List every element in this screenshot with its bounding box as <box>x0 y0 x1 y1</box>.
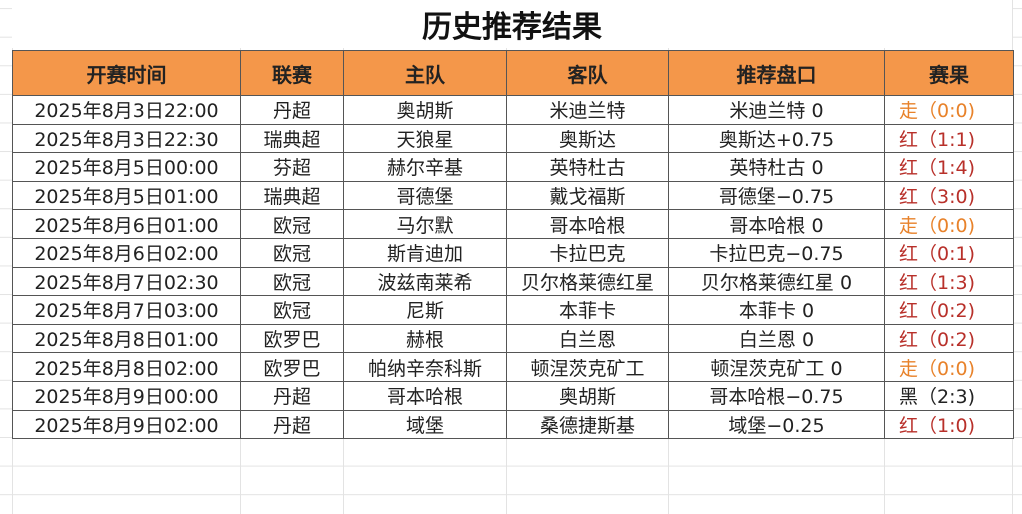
table-row: 2025年8月8日02:00 欧罗巴 帕纳辛奈科斯 顿涅茨克矿工 顿涅茨克矿工 0 走（0… <box>12 352 1014 382</box>
cell-league[interactable]: 瑞典超 <box>240 180 344 211</box>
cell-home[interactable]: 域堡 <box>343 409 507 440</box>
cell-home[interactable]: 哥本哈根 <box>343 380 507 411</box>
cell-league[interactable]: 丹超 <box>240 409 344 440</box>
cell-home[interactable]: 尼斯 <box>343 295 507 325</box>
header-result[interactable]: 赛果 <box>884 50 1014 96</box>
table-row: 2025年8月7日03:00 欧冠 尼斯 本菲卡 本菲卡 0 红（0:2) <box>12 295 1014 325</box>
cell-time[interactable]: 2025年8月6日01:00 <box>12 209 241 239</box>
cell-home[interactable]: 赫尔辛基 <box>343 152 507 182</box>
cell-time[interactable]: 2025年8月3日22:30 <box>12 123 241 154</box>
cell-time[interactable]: 2025年8月9日00:00 <box>12 380 241 411</box>
cell-time[interactable]: 2025年8月8日01:00 <box>12 323 241 354</box>
table-row: 2025年8月3日22:00 丹超 奥胡斯 米迪兰特 米迪兰特 0 走（0:0) <box>12 95 1014 125</box>
cell-league[interactable]: 丹超 <box>240 95 344 125</box>
header-home[interactable]: 主队 <box>343 50 507 96</box>
cell-home[interactable]: 天狼星 <box>343 123 507 154</box>
cell-away[interactable]: 戴戈福斯 <box>506 180 669 211</box>
cell-pick[interactable]: 贝尔格莱德红星 0 <box>668 266 885 297</box>
cell-result[interactable]: 走（0:0) <box>884 352 1014 382</box>
cell-league[interactable]: 欧罗巴 <box>240 323 344 354</box>
cell-pick[interactable]: 域堡−0.25 <box>668 409 885 440</box>
table-row: 2025年8月6日02:00 欧冠 斯肯迪加 卡拉巴克 卡拉巴克−0.75 红（0:1) <box>12 237 1014 268</box>
cell-away[interactable]: 哥本哈根 <box>506 209 669 239</box>
table-row: 2025年8月8日01:00 欧罗巴 赫根 白兰恩 白兰恩 0 红（0:2) <box>12 323 1014 354</box>
cell-away[interactable]: 白兰恩 <box>506 323 669 354</box>
cell-result[interactable]: 红（1:4) <box>884 152 1014 182</box>
cell-league[interactable]: 欧冠 <box>240 237 344 268</box>
table-row: 2025年8月5日01:00 瑞典超 哥德堡 戴戈福斯 哥德堡−0.75 红（3:0) <box>12 180 1014 211</box>
cell-away[interactable]: 英特杜古 <box>506 152 669 182</box>
cell-time[interactable]: 2025年8月8日02:00 <box>12 352 241 382</box>
cell-home[interactable]: 斯肯迪加 <box>343 237 507 268</box>
cell-pick[interactable]: 英特杜古 0 <box>668 152 885 182</box>
cell-league[interactable]: 丹超 <box>240 380 344 411</box>
cell-result[interactable]: 红（1:1) <box>884 123 1014 154</box>
cell-pick[interactable]: 白兰恩 0 <box>668 323 885 354</box>
cell-time[interactable]: 2025年8月5日01:00 <box>12 180 241 211</box>
cell-pick[interactable]: 本菲卡 0 <box>668 295 885 325</box>
cell-pick[interactable]: 米迪兰特 0 <box>668 95 885 125</box>
cell-home[interactable]: 哥德堡 <box>343 180 507 211</box>
cell-home[interactable]: 赫根 <box>343 323 507 354</box>
table-row: 2025年8月3日22:30 瑞典超 天狼星 奥斯达 奥斯达+0.75 红（1:1) <box>12 123 1014 154</box>
cell-result[interactable]: 红（0:2) <box>884 323 1014 354</box>
sheet-title[interactable]: 历史推荐结果 <box>12 0 1012 48</box>
cell-league[interactable]: 瑞典超 <box>240 123 344 154</box>
cell-away[interactable]: 本菲卡 <box>506 295 669 325</box>
table-row: 2025年8月6日01:00 欧冠 马尔默 哥本哈根 哥本哈根 0 走（0:0) <box>12 209 1014 239</box>
cell-away[interactable]: 桑德捷斯基 <box>506 409 669 440</box>
header-row: 开赛时间 联赛 主队 客队 推荐盘口 赛果 <box>12 50 1014 96</box>
cell-pick[interactable]: 哥本哈根 0 <box>668 209 885 239</box>
table-row: 2025年8月7日02:30 欧冠 波兹南莱希 贝尔格莱德红星 贝尔格莱德红星 0 红（1… <box>12 266 1014 297</box>
cell-time[interactable]: 2025年8月7日02:30 <box>12 266 241 297</box>
cell-time[interactable]: 2025年8月3日22:00 <box>12 95 241 125</box>
cell-pick[interactable]: 顿涅茨克矿工 0 <box>668 352 885 382</box>
cell-result[interactable]: 红（1:0) <box>884 409 1014 440</box>
cell-away[interactable]: 米迪兰特 <box>506 95 669 125</box>
cell-result[interactable]: 走（0:0) <box>884 95 1014 125</box>
cell-away[interactable]: 奥斯达 <box>506 123 669 154</box>
cell-home[interactable]: 帕纳辛奈科斯 <box>343 352 507 382</box>
table-row: 2025年8月5日00:00 芬超 赫尔辛基 英特杜古 英特杜古 0 红（1:4) <box>12 152 1014 182</box>
cell-result[interactable]: 红（1:3) <box>884 266 1014 297</box>
header-pick[interactable]: 推荐盘口 <box>668 50 885 96</box>
cell-home[interactable]: 奥胡斯 <box>343 95 507 125</box>
cell-away[interactable]: 顿涅茨克矿工 <box>506 352 669 382</box>
cell-time[interactable]: 2025年8月7日03:00 <box>12 295 241 325</box>
cell-league[interactable]: 欧罗巴 <box>240 352 344 382</box>
cell-away[interactable]: 奥胡斯 <box>506 380 669 411</box>
cell-pick[interactable]: 哥本哈根−0.75 <box>668 380 885 411</box>
cell-time[interactable]: 2025年8月6日02:00 <box>12 237 241 268</box>
cell-league[interactable]: 欧冠 <box>240 209 344 239</box>
cell-away[interactable]: 贝尔格莱德红星 <box>506 266 669 297</box>
cell-result[interactable]: 走（0:0) <box>884 209 1014 239</box>
cell-league[interactable]: 芬超 <box>240 152 344 182</box>
table-row: 2025年8月9日02:00 丹超 域堡 桑德捷斯基 域堡−0.25 红（1:0) <box>12 409 1014 440</box>
table-row: 2025年8月9日00:00 丹超 哥本哈根 奥胡斯 哥本哈根−0.75 黑（2:3) <box>12 380 1014 411</box>
cell-result[interactable]: 黑（2:3) <box>884 380 1014 411</box>
header-league[interactable]: 联赛 <box>240 50 344 96</box>
cell-home[interactable]: 波兹南莱希 <box>343 266 507 297</box>
cell-result[interactable]: 红（0:1) <box>884 237 1014 268</box>
cell-pick[interactable]: 卡拉巴克−0.75 <box>668 237 885 268</box>
cell-pick[interactable]: 哥德堡−0.75 <box>668 180 885 211</box>
header-away[interactable]: 客队 <box>506 50 669 96</box>
results-table: 开赛时间 联赛 主队 客队 推荐盘口 赛果 2025年8月3日22:00 丹超 奥胡… <box>12 50 1014 440</box>
cell-league[interactable]: 欧冠 <box>240 266 344 297</box>
cell-home[interactable]: 马尔默 <box>343 209 507 239</box>
cell-time[interactable]: 2025年8月5日00:00 <box>12 152 241 182</box>
cell-result[interactable]: 红（0:2) <box>884 295 1014 325</box>
cell-time[interactable]: 2025年8月9日02:00 <box>12 409 241 440</box>
header-time[interactable]: 开赛时间 <box>12 50 241 96</box>
cell-pick[interactable]: 奥斯达+0.75 <box>668 123 885 154</box>
cell-result[interactable]: 红（3:0) <box>884 180 1014 211</box>
cell-league[interactable]: 欧冠 <box>240 295 344 325</box>
cell-away[interactable]: 卡拉巴克 <box>506 237 669 268</box>
